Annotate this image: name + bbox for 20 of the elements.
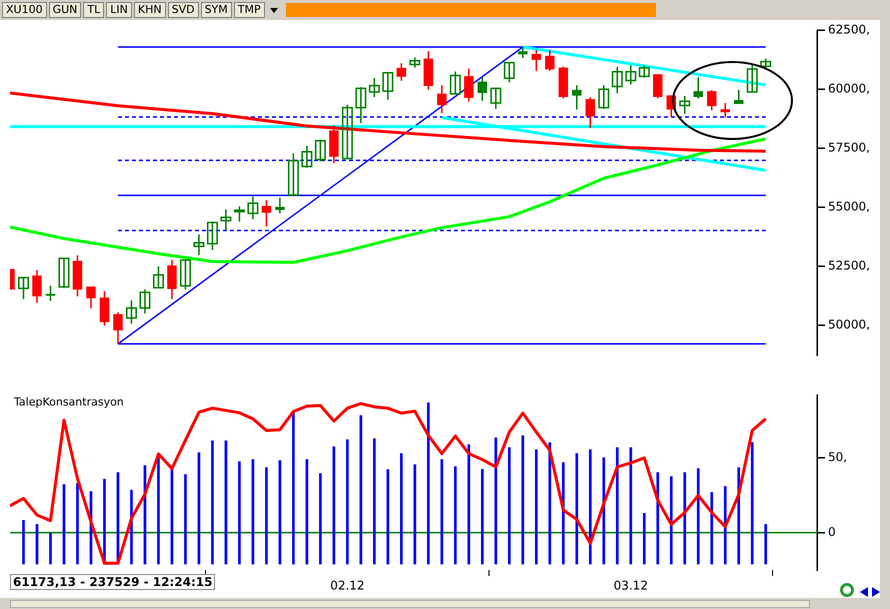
y-tick-label: 50, xyxy=(828,450,848,464)
y-tick-label: 50000, xyxy=(828,318,870,332)
y-tick-label: 0 xyxy=(828,524,836,539)
text: LIN xyxy=(106,2,132,18)
text: TMP xyxy=(234,2,265,18)
text: 61173,13 - 237529 - 12:24:15 xyxy=(10,574,216,590)
text: XU100 xyxy=(2,2,47,18)
chart-title: TalepKonsantrasyon xyxy=(13,396,124,409)
text: GUN xyxy=(48,2,82,18)
text: SYM xyxy=(200,2,232,18)
y-tick-label: 57500, xyxy=(828,140,870,154)
y-tick-label: 52500, xyxy=(828,258,870,273)
text: SVD xyxy=(168,2,199,18)
y-tick-label: 62500, xyxy=(828,22,870,36)
x-tick-label: 03.12 xyxy=(614,578,648,592)
y-tick-label: 55000, xyxy=(828,199,870,214)
x-tick-label: 02.12 xyxy=(330,578,365,592)
text: KHN xyxy=(134,2,166,18)
text: TL xyxy=(83,2,104,18)
y-tick-label: 60000, xyxy=(828,81,870,96)
